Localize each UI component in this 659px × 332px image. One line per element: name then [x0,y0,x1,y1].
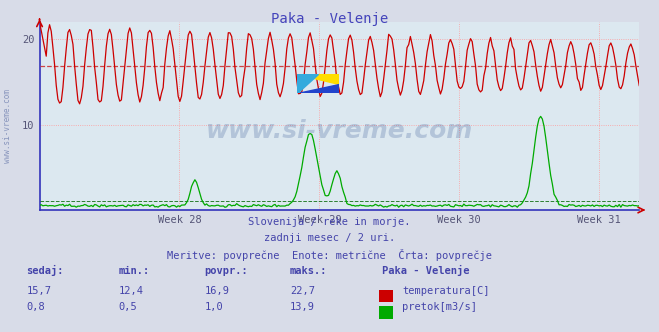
Text: maks.:: maks.: [290,266,328,276]
Text: 12,4: 12,4 [119,286,144,296]
Polygon shape [297,74,318,93]
Text: Meritve: povprečne  Enote: metrične  Črta: povprečje: Meritve: povprečne Enote: metrične Črta:… [167,249,492,261]
Text: povpr.:: povpr.: [204,266,248,276]
Polygon shape [297,74,339,84]
Text: 13,9: 13,9 [290,302,315,312]
Text: www.si-vreme.com: www.si-vreme.com [206,119,473,143]
Text: Paka - Velenje: Paka - Velenje [382,265,470,276]
Text: temperatura[C]: temperatura[C] [402,286,490,296]
Text: min.:: min.: [119,266,150,276]
Text: 22,7: 22,7 [290,286,315,296]
Text: sedaj:: sedaj: [26,265,64,276]
Text: Paka - Velenje: Paka - Velenje [271,12,388,26]
Text: pretok[m3/s]: pretok[m3/s] [402,302,477,312]
Text: 0,5: 0,5 [119,302,137,312]
Text: 1,0: 1,0 [204,302,223,312]
Text: www.si-vreme.com: www.si-vreme.com [3,89,13,163]
Text: 0,8: 0,8 [26,302,45,312]
Text: 15,7: 15,7 [26,286,51,296]
Text: 16,9: 16,9 [204,286,229,296]
Text: Slovenija / reke in morje.: Slovenija / reke in morje. [248,217,411,227]
Text: zadnji mesec / 2 uri.: zadnji mesec / 2 uri. [264,233,395,243]
Polygon shape [297,84,339,93]
